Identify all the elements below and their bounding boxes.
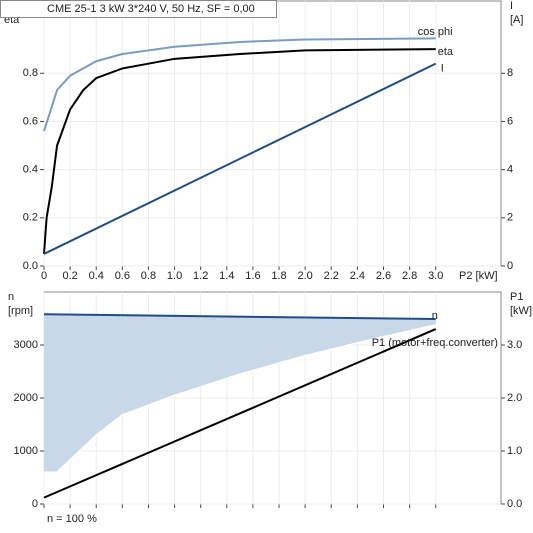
y2-tick-label: 4: [507, 164, 513, 176]
x-tick-label: 0.6: [115, 270, 130, 282]
x-tick-label: 2.0: [297, 270, 312, 282]
series-label: cos phi: [418, 26, 453, 38]
range-edge: [44, 324, 436, 473]
y-axis-label: n: [8, 291, 14, 303]
y2-tick-label: 1.0: [507, 445, 522, 457]
y2-axis-label: [A]: [510, 14, 523, 26]
y-tick-label: 0.8: [23, 67, 38, 79]
y-tick-label: 0.0: [23, 260, 38, 272]
note: n = 100 %: [47, 513, 97, 525]
x-tick-label: 1.8: [271, 270, 286, 282]
series-label: P1 (motor+freq.converter): [372, 337, 498, 349]
series-line: [43, 313, 436, 321]
y2-tick-label: 0.0: [507, 498, 522, 510]
y2-axis-label: P1: [510, 291, 523, 303]
y2-tick-label: 3.0: [507, 339, 522, 351]
x-tick-label: 0.2: [62, 270, 77, 282]
y-tick-label: 0.4: [23, 164, 38, 176]
x-tick-label: 0.4: [89, 270, 104, 282]
x-tick-label: 1.2: [193, 270, 208, 282]
x-axis-label: P2 [kW]: [459, 270, 498, 282]
x-tick-label: 1.6: [245, 270, 260, 282]
y-tick-label: 1000: [14, 445, 38, 457]
x-tick-label: 1.4: [219, 270, 234, 282]
y2-axis-label: I: [510, 0, 513, 12]
series-line: [43, 62, 437, 255]
x-tick-label: 1.0: [167, 270, 182, 282]
y2-tick-label: 6: [507, 115, 513, 127]
y2-axis-label: [kW]: [510, 305, 532, 317]
x-tick-label: 0: [41, 270, 47, 282]
series-line: [43, 328, 437, 499]
x-tick-label: 2.4: [350, 270, 365, 282]
title-box: [0, 0, 277, 18]
x-tick-label: 3.0: [428, 270, 443, 282]
range-area: [44, 314, 436, 473]
y-axis-label: [rpm]: [8, 305, 33, 317]
series-line: [43, 37, 436, 132]
series-label: n: [432, 310, 438, 322]
x-tick-label: 0.8: [141, 270, 156, 282]
y-tick-label: 0.2: [23, 212, 38, 224]
y-tick-label: 2000: [14, 392, 38, 404]
chart-title: CME 25-1 3 kW 3*240 V, 50 Hz, SF = 0,00: [47, 3, 255, 15]
y-tick-label: 0: [32, 498, 38, 510]
x-tick-label: 2.8: [402, 270, 417, 282]
y2-tick-label: 0: [507, 260, 513, 272]
series-label: eta: [438, 46, 454, 58]
x-tick-label: 2.2: [324, 270, 339, 282]
series-line: [43, 48, 436, 255]
x-tick-label: 2.6: [376, 270, 391, 282]
y-tick-label: 0.6: [23, 115, 38, 127]
y2-tick-label: 8: [507, 67, 513, 79]
y2-tick-label: 2.0: [507, 392, 522, 404]
y2-tick-label: 2: [507, 212, 513, 224]
y-tick-label: 3000: [14, 339, 38, 351]
series-label: I: [441, 63, 444, 75]
